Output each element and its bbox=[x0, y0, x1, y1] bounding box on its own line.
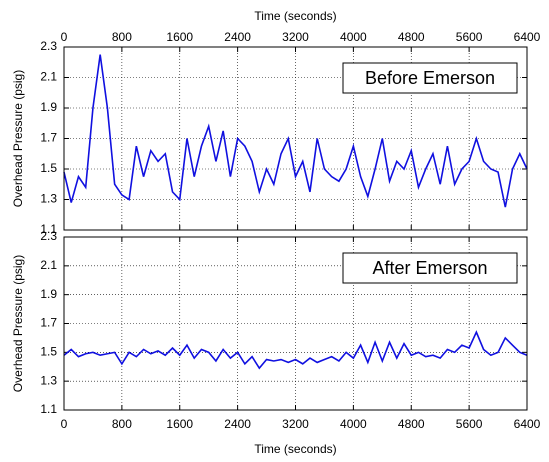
annotation: After Emerson bbox=[372, 258, 487, 278]
x-tick-label: 4000 bbox=[340, 417, 367, 431]
y-tick-label: 1.3 bbox=[40, 373, 57, 387]
x-tick-label: 800 bbox=[112, 417, 132, 431]
x-tick-label: 3200 bbox=[282, 417, 309, 431]
plot-frame bbox=[63, 46, 528, 231]
y-tick-label: 1.1 bbox=[40, 222, 57, 236]
x-tick-label: 6400 bbox=[514, 417, 541, 431]
y-tick-label: 2.3 bbox=[40, 229, 57, 243]
y-tick-label: 1.7 bbox=[40, 316, 57, 330]
y-axis-label: Overhead Pressure (psig) bbox=[11, 70, 25, 207]
annotation-box bbox=[342, 252, 518, 284]
x-tick-label: 5600 bbox=[456, 417, 483, 431]
x-tick-label: 2400 bbox=[224, 417, 251, 431]
x-tick-label: 2400 bbox=[224, 30, 251, 44]
data-line bbox=[63, 330, 528, 370]
y-tick-label: 1.5 bbox=[40, 161, 57, 175]
x-tick-label: 1600 bbox=[166, 417, 193, 431]
x-tick-label: 0 bbox=[61, 30, 68, 44]
x-tick-label: 1600 bbox=[166, 30, 193, 44]
x-tick-label: 5600 bbox=[456, 30, 483, 44]
y-tick-label: 1.7 bbox=[40, 131, 57, 145]
x-tick-label: 4800 bbox=[398, 30, 425, 44]
y-tick-label: 2.1 bbox=[40, 258, 57, 272]
y-tick-label: 1.5 bbox=[40, 345, 57, 359]
x-axis-label: Time (seconds) bbox=[254, 9, 336, 23]
y-axis-label: Overhead Pressure (psig) bbox=[11, 255, 25, 392]
y-tick-label: 1.9 bbox=[40, 287, 57, 301]
x-tick-label: 0 bbox=[61, 417, 68, 431]
y-tick-label: 1.9 bbox=[40, 100, 57, 114]
x-tick-label: 3200 bbox=[282, 30, 309, 44]
annotation: Before Emerson bbox=[365, 68, 495, 88]
x-tick-label: 4800 bbox=[398, 417, 425, 431]
y-tick-label: 1.3 bbox=[40, 192, 57, 206]
y-tick-label: 2.1 bbox=[40, 70, 57, 84]
y-tick-label: 2.3 bbox=[40, 39, 57, 53]
x-tick-label: 800 bbox=[112, 30, 132, 44]
x-tick-label: 4000 bbox=[340, 30, 367, 44]
annotation-box bbox=[342, 62, 518, 94]
plot-frame bbox=[63, 236, 528, 411]
x-axis-label: Time (seconds) bbox=[254, 442, 336, 456]
data-line bbox=[63, 54, 528, 208]
y-tick-label: 1.1 bbox=[40, 402, 57, 416]
x-tick-label: 6400 bbox=[514, 30, 541, 44]
